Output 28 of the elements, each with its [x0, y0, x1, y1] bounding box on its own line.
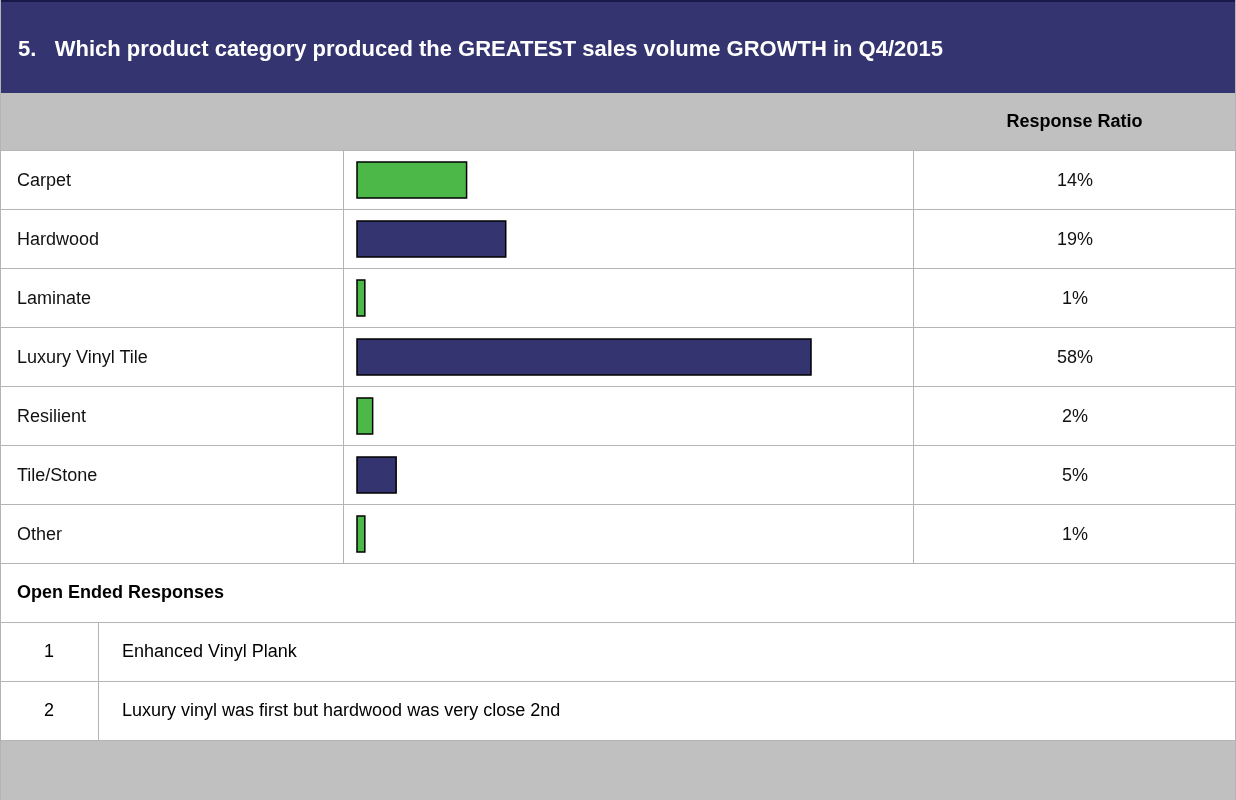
bar	[356, 338, 812, 376]
data-label: 2%	[1061, 406, 1089, 426]
y-tick-label: Hardwood	[17, 228, 100, 249]
text: 2	[43, 699, 55, 722]
text: 1	[43, 640, 55, 663]
text: Response Ratio	[1005, 110, 1144, 133]
y-tick-label: Tile/Stone	[17, 464, 98, 485]
bar	[356, 161, 468, 199]
bar	[356, 456, 397, 494]
y-tick-label: Laminate	[17, 287, 92, 308]
y-tick-label: Luxury Vinyl Tile	[17, 346, 148, 367]
data-label: 1%	[1061, 524, 1089, 544]
bar	[356, 220, 507, 258]
y-tick-label: Resilient	[17, 405, 87, 426]
y-tick-label: Carpet	[17, 169, 72, 190]
data-label: 14%	[1056, 170, 1094, 190]
data-label: 58%	[1056, 347, 1094, 367]
text: Luxury vinyl was first but hardwood was very close 2nd	[122, 699, 561, 722]
chart-title: 5. Which product category produced the GREATEST sales volume GROWTH in Q4/2015	[0, 0, 1236, 93]
bar	[356, 279, 366, 317]
data-label: 5%	[1061, 465, 1089, 485]
text: Open Ended Responses	[17, 581, 225, 604]
y-tick-label: Other	[17, 523, 63, 544]
data-label: 1%	[1061, 288, 1089, 308]
data-label: 19%	[1056, 229, 1094, 249]
text: Enhanced Vinyl Plank	[122, 640, 297, 663]
bar	[356, 515, 366, 553]
bar	[356, 397, 374, 435]
